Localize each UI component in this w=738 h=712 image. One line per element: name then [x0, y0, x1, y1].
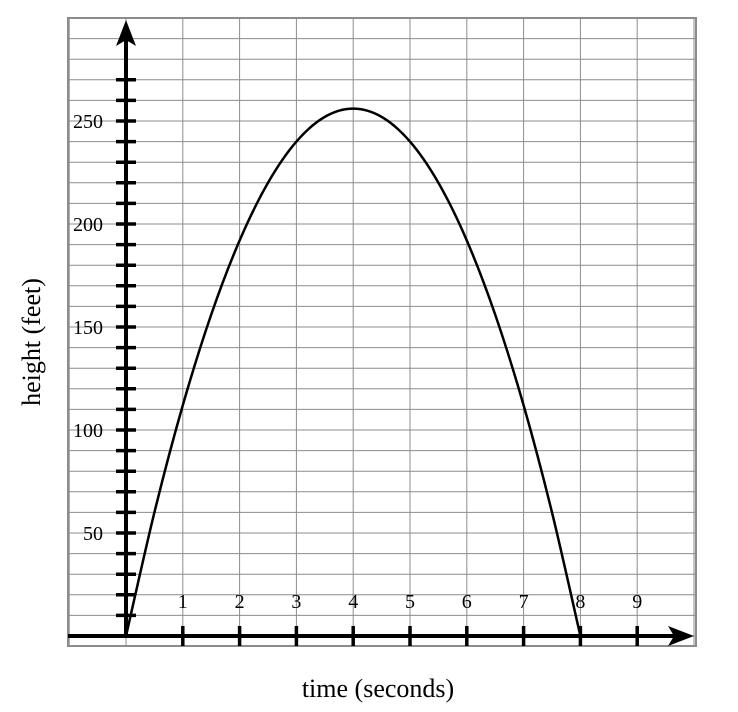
- x-tick-label: 7: [519, 591, 529, 613]
- grid: [68, 17, 696, 646]
- x-tick-label: 6: [462, 591, 472, 613]
- y-tick-label: 150: [73, 317, 103, 339]
- ticks: [116, 78, 639, 646]
- x-axis-arrow: [668, 626, 694, 646]
- tick-labels: 1 2 3 4 5 6 7 8 9 50 100 150 200 250: [73, 111, 642, 613]
- series-line: [124, 107, 582, 637]
- x-tick-label: 4: [348, 591, 358, 613]
- y-tick-label: 100: [73, 420, 103, 442]
- y-axis-label: height (feet): [17, 278, 46, 406]
- x-tick-label: 3: [291, 591, 301, 613]
- x-tick-label: 2: [235, 591, 245, 613]
- y-tick-label: 50: [83, 523, 103, 545]
- x-axis-label: time (seconds): [302, 674, 454, 703]
- x-tick-label: 9: [632, 591, 642, 613]
- x-tick-label: 5: [405, 591, 415, 613]
- y-tick-label: 200: [73, 214, 103, 236]
- plot-frame: [67, 17, 697, 647]
- x-tick-label: 8: [575, 591, 585, 613]
- axes: [68, 20, 694, 646]
- y-axis-arrow: [116, 20, 136, 46]
- x-tick-label: 1: [178, 591, 188, 613]
- y-tick-label: 250: [73, 111, 103, 133]
